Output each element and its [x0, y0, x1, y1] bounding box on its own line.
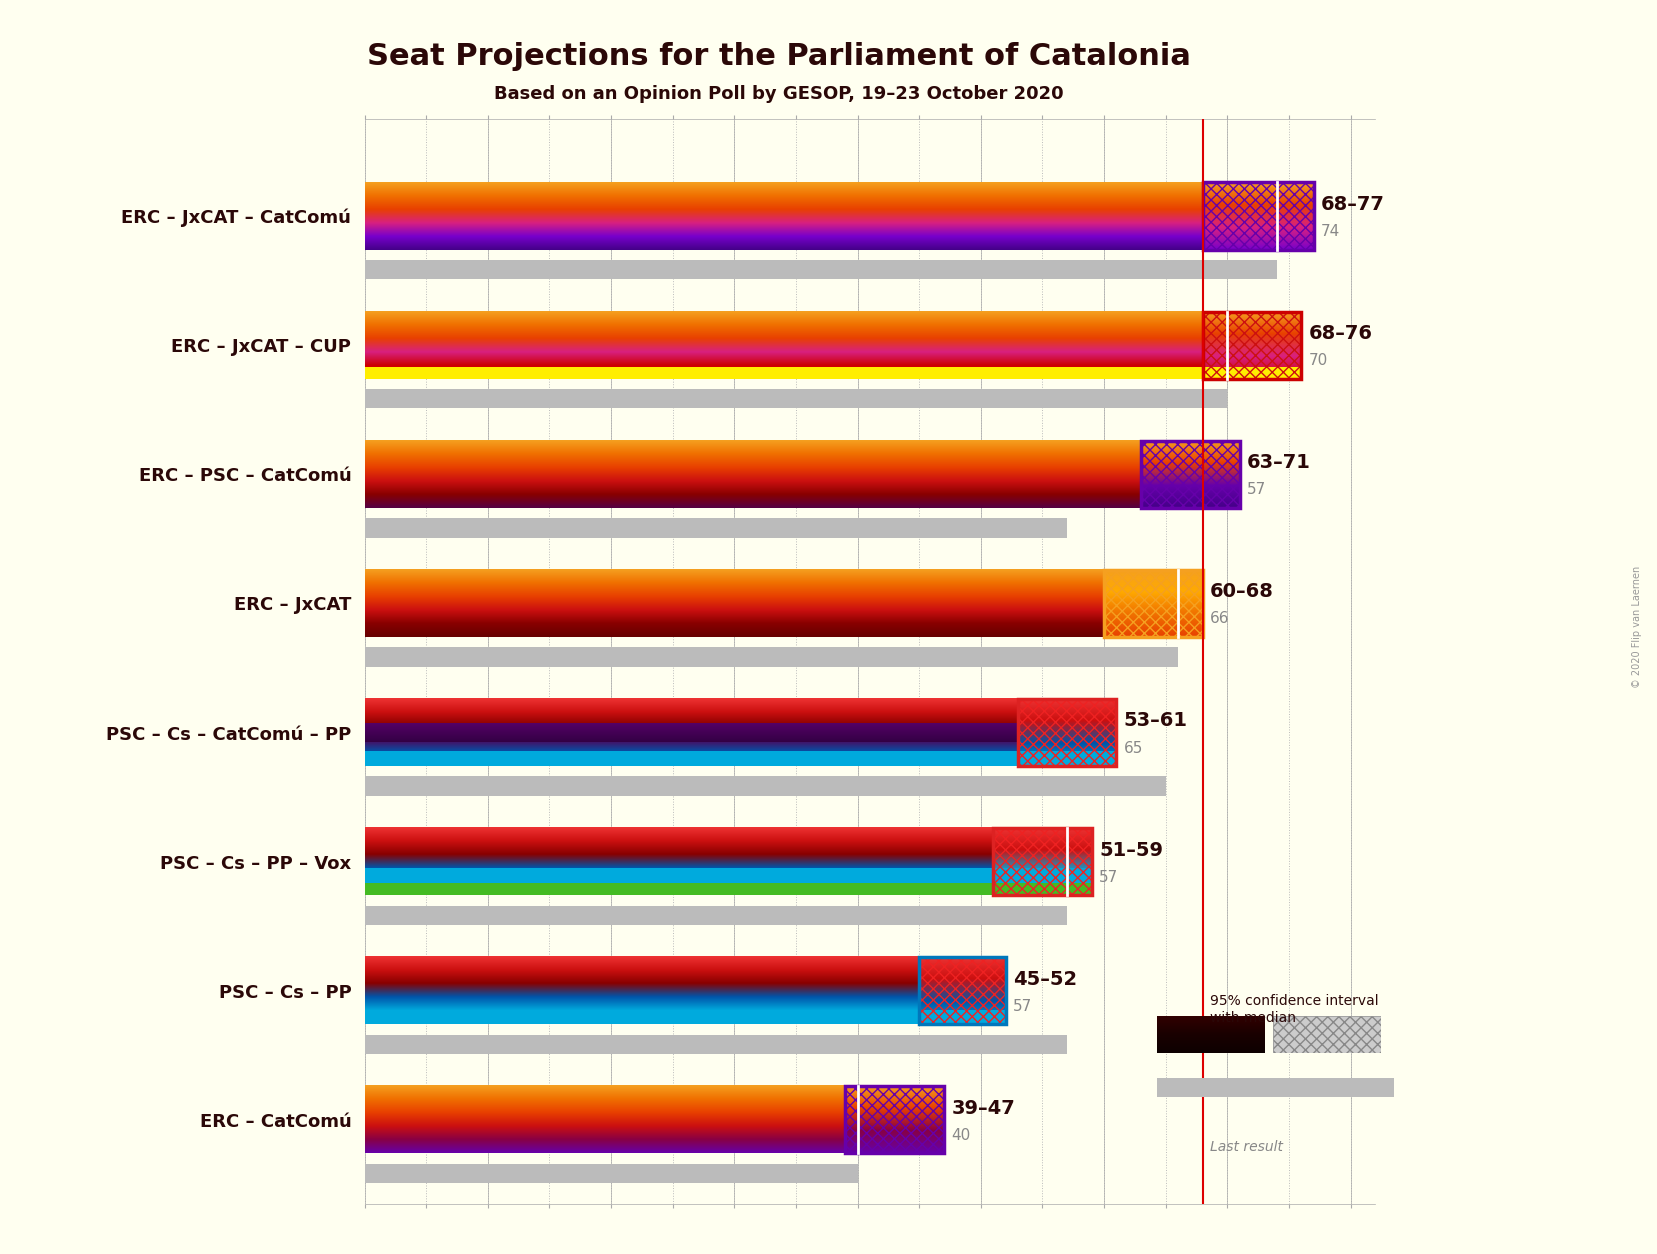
- Bar: [920, 1009, 1006, 1025]
- Bar: [365, 366, 1203, 379]
- Text: 95% confidence interval
with median: 95% confidence interval with median: [1210, 994, 1379, 1025]
- Text: 45–52: 45–52: [1012, 969, 1077, 988]
- Bar: [1017, 698, 1117, 766]
- Text: 60–68: 60–68: [1210, 582, 1274, 601]
- Bar: [1203, 311, 1301, 379]
- Text: 65: 65: [1123, 741, 1143, 755]
- Bar: [365, 868, 993, 883]
- Text: 39–47: 39–47: [951, 1099, 1016, 1117]
- Bar: [365, 260, 1276, 280]
- Bar: [365, 389, 1228, 409]
- Bar: [1203, 182, 1314, 250]
- Bar: [845, 1086, 944, 1154]
- Text: 74: 74: [1321, 224, 1341, 240]
- Bar: [365, 751, 1017, 766]
- Bar: [1104, 569, 1203, 637]
- Text: 57: 57: [1248, 483, 1266, 498]
- Text: 63–71: 63–71: [1248, 453, 1311, 472]
- Bar: [365, 1164, 858, 1184]
- Bar: [993, 828, 1092, 895]
- Text: Last result: Last result: [1210, 1140, 1283, 1155]
- Bar: [1104, 569, 1203, 637]
- Text: © 2020 Flip van Laernen: © 2020 Flip van Laernen: [1632, 566, 1642, 688]
- Text: 57: 57: [1099, 869, 1118, 884]
- Text: 40: 40: [951, 1127, 971, 1142]
- Bar: [1142, 440, 1239, 508]
- Bar: [365, 1009, 920, 1025]
- Bar: [920, 957, 1006, 1025]
- Text: 51–59: 51–59: [1099, 840, 1163, 859]
- Bar: [920, 957, 1006, 1025]
- Bar: [845, 1086, 944, 1154]
- Bar: [1017, 698, 1117, 766]
- Bar: [365, 905, 1067, 925]
- Bar: [993, 828, 1092, 895]
- Text: Based on an Opinion Poll by GESOP, 19–23 October 2020: Based on an Opinion Poll by GESOP, 19–23…: [494, 85, 1064, 103]
- Text: 57: 57: [1012, 998, 1032, 1013]
- Bar: [365, 518, 1067, 538]
- Bar: [1017, 751, 1117, 766]
- Text: Seat Projections for the Parliament of Catalonia: Seat Projections for the Parliament of C…: [366, 41, 1191, 71]
- Bar: [993, 883, 1092, 895]
- Text: 53–61: 53–61: [1123, 711, 1188, 730]
- Bar: [365, 1035, 1067, 1055]
- Text: 68–77: 68–77: [1321, 194, 1385, 214]
- Bar: [365, 776, 1167, 796]
- Bar: [365, 647, 1178, 667]
- Bar: [1203, 311, 1301, 379]
- Bar: [1142, 440, 1239, 508]
- Bar: [1203, 182, 1314, 250]
- Bar: [1203, 366, 1301, 379]
- Bar: [993, 868, 1092, 883]
- Text: 68–76: 68–76: [1309, 324, 1372, 344]
- Text: 70: 70: [1309, 354, 1327, 369]
- Text: 66: 66: [1210, 612, 1229, 626]
- Bar: [365, 883, 993, 895]
